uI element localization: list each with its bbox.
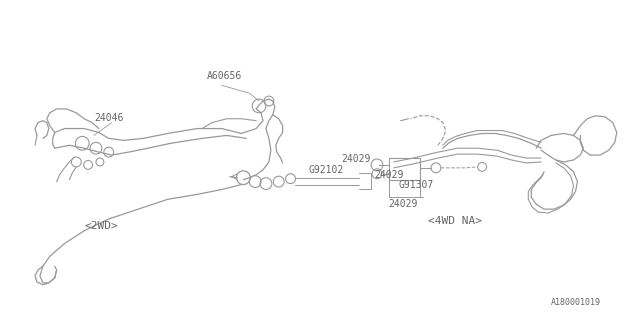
Text: 24029: 24029 xyxy=(374,170,403,180)
Text: A180001019: A180001019 xyxy=(551,299,601,308)
Text: A60656: A60656 xyxy=(207,71,243,81)
Text: <2WD>: <2WD> xyxy=(84,221,118,231)
Text: G91307: G91307 xyxy=(399,180,434,189)
Text: 24029: 24029 xyxy=(388,199,418,209)
Bar xyxy=(388,158,420,180)
Text: G92102: G92102 xyxy=(308,165,344,175)
Text: <4WD NA>: <4WD NA> xyxy=(428,216,482,226)
Text: 24029: 24029 xyxy=(342,154,371,164)
Text: 24046: 24046 xyxy=(94,113,124,123)
